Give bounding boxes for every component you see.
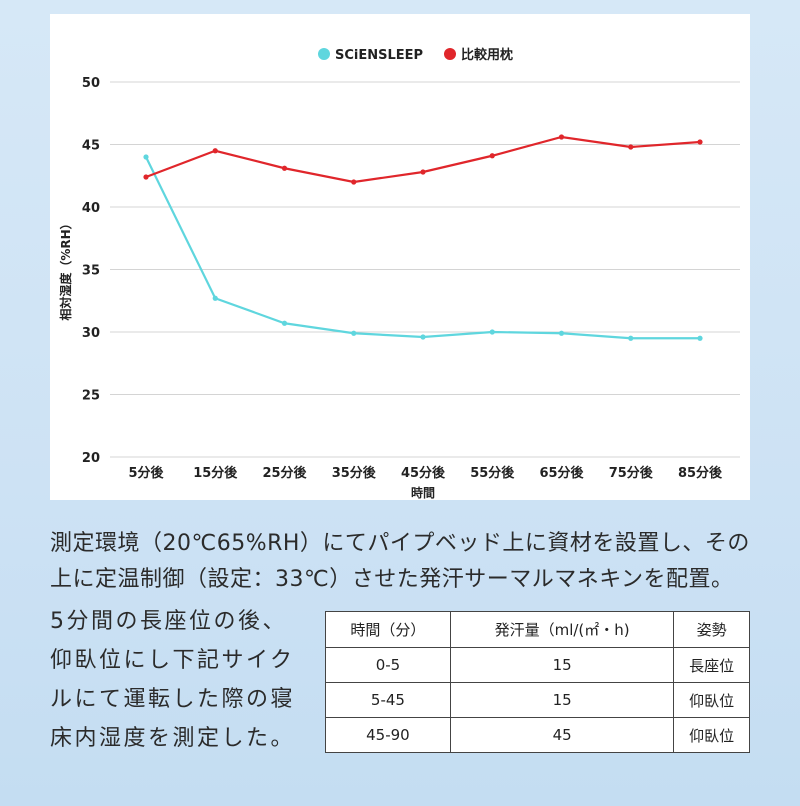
data-point [628, 144, 634, 150]
y-tick-label: 50 [82, 76, 100, 91]
x-tick-label: 65分後 [539, 465, 584, 481]
data-point [351, 179, 357, 185]
x-tick-label: 85分後 [678, 465, 723, 481]
description-side-line: ルにて運転した際の寝 [50, 687, 296, 712]
y-tick-label: 40 [82, 201, 100, 216]
description-line: 測定環境（20℃65%RH）にてパイプベッド上に資材を設置し、その [50, 531, 750, 556]
table-row: 45-90 45 仰臥位 [325, 717, 750, 753]
chart-panel: 50 45 40 35 30 25 20 5分後 15分後 25分後 35分後 45分後 55分後 65… [50, 14, 750, 500]
table-cell: 15 [449, 682, 675, 718]
grid-lines [110, 81, 740, 458]
y-tick-label: 35 [82, 264, 100, 279]
table-cell: 15 [449, 647, 675, 683]
x-tick-label: 75分後 [609, 465, 654, 481]
x-tick-label: 45分後 [401, 465, 446, 481]
y-axis-title: 相対湿度（%RH） [58, 217, 73, 320]
legend-marker [318, 48, 330, 60]
x-axis-title: 時間 [411, 485, 435, 500]
x-tick-label: 5分後 [128, 465, 164, 481]
table-cell: 45 [449, 717, 675, 753]
description-side-line: 仰臥位にし下記サイク [50, 648, 295, 673]
data-point [628, 335, 634, 341]
series-lines [143, 134, 703, 341]
y-axis-ticks: 50 45 40 35 30 25 20 [82, 76, 100, 466]
x-tick-label: 35分後 [332, 465, 377, 481]
table-header-time: 時間（分） [325, 611, 451, 648]
table-row: 0-5 15 長座位 [325, 647, 750, 683]
data-point [281, 165, 288, 171]
table-header-row: 時間（分） 発汗量（ml/(㎡・h) 姿勢 [325, 611, 750, 648]
data-point [143, 154, 149, 160]
x-tick-label: 55分後 [470, 465, 515, 481]
line-chart: 50 45 40 35 30 25 20 5分後 15分後 25分後 35分後 45分後 55分後 65… [58, 47, 740, 500]
legend-label: SCiENSLEEP [335, 48, 423, 63]
description-side: 5分間の長座位の後、 仰臥位にし下記サイク ルにて運転した際の寝 床内湿度を測定… [50, 602, 315, 758]
data-point [558, 330, 565, 336]
series-line [145, 135, 701, 184]
data-point [143, 174, 149, 180]
description-top: 測定環境（20℃65%RH）にてパイプベッド上に資材を設置し、その 上に定温制御… [50, 526, 790, 598]
series-line [145, 156, 700, 340]
description-side-line: 床内湿度を測定した。 [50, 726, 296, 751]
data-point [212, 148, 218, 154]
data-point [212, 295, 218, 301]
table-cell: 0-5 [325, 647, 451, 683]
data-point [697, 335, 703, 341]
data-point [489, 329, 495, 335]
y-tick-label: 20 [82, 451, 100, 466]
table-cell: 45-90 [325, 717, 451, 753]
table-cell: 5-45 [325, 682, 451, 718]
description-side-line: 5分間の長座位の後、 [50, 609, 287, 634]
data-point [558, 134, 565, 140]
data-point [697, 139, 703, 145]
y-tick-label: 30 [82, 326, 100, 341]
table-cell: 仰臥位 [673, 717, 750, 753]
legend-label: 比較用枕 [461, 47, 513, 63]
y-tick-label: 45 [82, 139, 100, 154]
x-tick-label: 15分後 [193, 465, 238, 481]
data-point [351, 330, 357, 336]
table-cell: 長座位 [673, 647, 750, 683]
table-row: 5-45 15 仰臥位 [325, 682, 750, 718]
description-line: 上に定温制御（設定：33℃）させた発汗サーマルマネキンを配置。 [50, 567, 734, 592]
data-point [420, 169, 426, 175]
y-tick-label: 25 [82, 389, 100, 404]
table-header-posture: 姿勢 [673, 611, 750, 648]
legend: SCiENSLEEP 比較用枕 [318, 47, 513, 63]
table-cell: 仰臥位 [673, 682, 750, 718]
x-tick-label: 25分後 [262, 465, 307, 481]
table-header-sweat: 発汗量（ml/(㎡・h) [449, 611, 675, 648]
data-point [489, 153, 495, 159]
conditions-table: 時間（分） 発汗量（ml/(㎡・h) 姿勢 0-5 15 長座位 5-45 15… [325, 611, 750, 753]
data-point [281, 320, 288, 326]
x-axis-ticks: 5分後 15分後 25分後 35分後 45分後 55分後 65分後 75分後 85分後 [128, 465, 723, 481]
legend-marker [444, 48, 456, 60]
data-point [420, 334, 426, 340]
